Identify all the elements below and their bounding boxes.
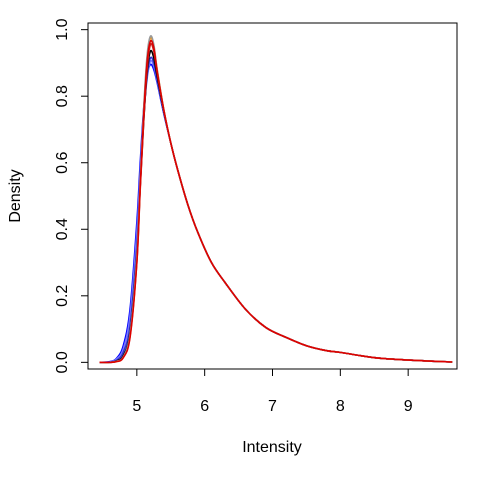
density-curve-8 <box>99 39 453 364</box>
x-tick-label: 7 <box>268 398 277 415</box>
density-curve-1 <box>99 63 453 364</box>
x-tick-label: 5 <box>132 398 141 415</box>
y-tick-label: 1.0 <box>54 18 71 40</box>
density-curve-5 <box>99 42 453 364</box>
density-curve-3 <box>99 56 453 364</box>
x-axis: 5 6 7 8 9 <box>132 368 413 415</box>
density-curve-6 <box>99 36 453 364</box>
y-tick-label: 0.4 <box>54 218 71 240</box>
density-curves <box>99 35 453 364</box>
y-tick-label: 0.2 <box>54 285 71 307</box>
x-tick-label: 8 <box>336 398 345 415</box>
x-axis-title: Intensity <box>242 439 302 456</box>
density-curve-4 <box>99 49 453 364</box>
y-tick-label: 0.6 <box>54 152 71 174</box>
y-tick-label: 0.0 <box>54 351 71 373</box>
x-tick-label: 9 <box>404 398 413 415</box>
density-curve-7 <box>99 35 453 364</box>
y-axis: 0.0 0.2 0.4 0.6 0.8 1.0 <box>54 18 89 373</box>
y-tick-label: 0.8 <box>54 85 71 107</box>
x-tick-label: 6 <box>200 398 209 415</box>
y-axis-title: Density <box>7 169 24 222</box>
plot-frame <box>87 22 458 370</box>
density-curve-2 <box>99 59 453 364</box>
